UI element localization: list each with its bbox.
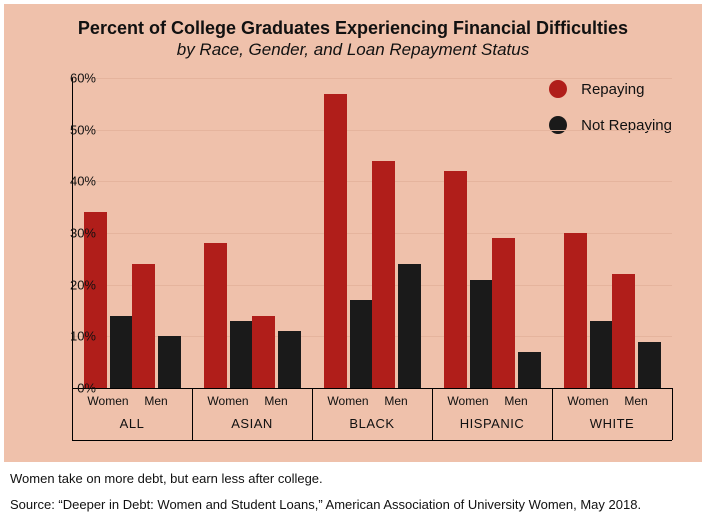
x-tick-gender: Men bbox=[264, 394, 287, 408]
y-tick-label: 60% bbox=[46, 71, 96, 86]
x-tick-group: ALL bbox=[120, 416, 145, 431]
chart-title: Percent of College Graduates Experiencin… bbox=[4, 18, 702, 39]
bar-not-repaying bbox=[158, 336, 181, 388]
bar-repaying bbox=[612, 274, 635, 388]
bar-repaying bbox=[564, 233, 587, 388]
x-axis-bottom bbox=[72, 440, 672, 441]
x-tick-group: WHITE bbox=[590, 416, 634, 431]
bar-not-repaying bbox=[230, 321, 253, 388]
bar-not-repaying bbox=[350, 300, 373, 388]
x-tick-group: BLACK bbox=[349, 416, 394, 431]
chart-subtitle: by Race, Gender, and Loan Repayment Stat… bbox=[4, 40, 702, 60]
bar-repaying bbox=[132, 264, 155, 388]
x-tick-group: HISPANIC bbox=[460, 416, 524, 431]
x-tick-gender: Men bbox=[624, 394, 647, 408]
gridline bbox=[72, 130, 672, 131]
bar-repaying bbox=[444, 171, 467, 388]
y-tick-label: 30% bbox=[46, 226, 96, 241]
x-tick-gender: Women bbox=[87, 394, 128, 408]
y-tick-label: 40% bbox=[46, 174, 96, 189]
bar-not-repaying bbox=[518, 352, 541, 388]
y-tick-label: 50% bbox=[46, 122, 96, 137]
bar-not-repaying bbox=[110, 316, 133, 388]
bar-not-repaying bbox=[470, 280, 493, 389]
caption-line-2: Source: “Deeper in Debt: Women and Stude… bbox=[10, 496, 698, 514]
x-tick-gender: Women bbox=[327, 394, 368, 408]
x-tick-group: ASIAN bbox=[231, 416, 273, 431]
group-divider bbox=[72, 388, 73, 440]
group-divider bbox=[672, 388, 673, 440]
plot-area bbox=[72, 78, 672, 388]
x-tick-gender: Men bbox=[144, 394, 167, 408]
x-tick-gender: Men bbox=[384, 394, 407, 408]
figure-container: Percent of College Graduates Experiencin… bbox=[0, 0, 706, 517]
bar-not-repaying bbox=[590, 321, 613, 388]
bar-not-repaying bbox=[638, 342, 661, 389]
bar-repaying bbox=[372, 161, 395, 388]
bar-not-repaying bbox=[398, 264, 421, 388]
x-tick-gender: Women bbox=[207, 394, 248, 408]
gridline bbox=[72, 78, 672, 79]
x-tick-gender: Men bbox=[504, 394, 527, 408]
group-divider bbox=[192, 388, 193, 440]
chart-panel: Percent of College Graduates Experiencin… bbox=[4, 4, 702, 462]
group-divider bbox=[432, 388, 433, 440]
bar-repaying bbox=[492, 238, 515, 388]
group-divider bbox=[552, 388, 553, 440]
bar-repaying bbox=[204, 243, 227, 388]
caption-line-1: Women take on more debt, but earn less a… bbox=[10, 470, 698, 488]
group-divider bbox=[312, 388, 313, 440]
bar-repaying bbox=[252, 316, 275, 388]
x-tick-gender: Women bbox=[447, 394, 488, 408]
x-tick-gender: Women bbox=[567, 394, 608, 408]
y-tick-label: 20% bbox=[46, 277, 96, 292]
x-axis bbox=[72, 388, 672, 389]
y-tick-label: 10% bbox=[46, 329, 96, 344]
bar-not-repaying bbox=[278, 331, 301, 388]
bar-repaying bbox=[324, 94, 347, 389]
